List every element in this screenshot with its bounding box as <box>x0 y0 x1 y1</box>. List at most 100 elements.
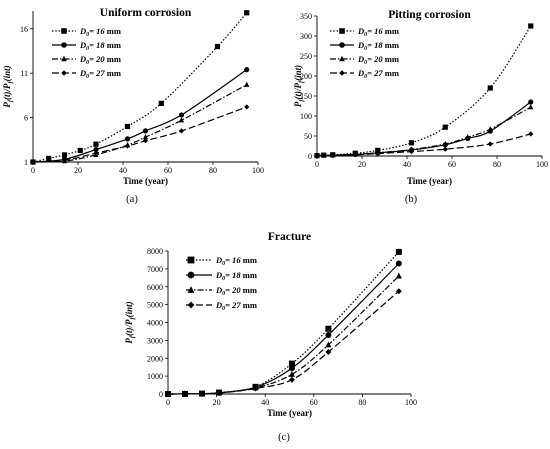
chart-title: Uniform corrosion <box>100 7 192 19</box>
data-point <box>395 248 402 255</box>
y-axis-label: Pf(t)/Pf(int) <box>124 301 136 343</box>
y-tick-label: 4000 <box>147 319 163 328</box>
y-tick-label: 0 <box>159 390 163 399</box>
x-tick-label: 100 <box>252 166 264 175</box>
legend-label-3: D0= 27 mm <box>357 68 399 80</box>
x-tick-label: 0 <box>166 398 170 407</box>
legend-label-2: D0= 20 mm <box>357 54 399 66</box>
y-tick-label: 11 <box>20 69 28 78</box>
y-tick-label: 3000 <box>147 336 163 345</box>
series-line <box>316 133 531 157</box>
x-tick-label: 40 <box>403 160 411 169</box>
data-point <box>352 152 358 158</box>
data-point <box>395 288 402 295</box>
data-point <box>487 126 493 132</box>
data-point <box>325 332 332 339</box>
data-point <box>442 146 448 152</box>
y-tick-label: 300 <box>300 32 312 41</box>
data-point <box>61 157 68 163</box>
data-point <box>124 123 131 130</box>
data-point <box>142 138 149 144</box>
legend-marker <box>339 55 345 62</box>
data-point <box>288 370 295 377</box>
data-point <box>325 348 332 355</box>
y-tick-label: 6000 <box>147 283 163 292</box>
series-line <box>167 251 400 395</box>
data-point <box>30 159 36 165</box>
x-tick-label: 0 <box>31 166 35 175</box>
data-point <box>142 134 149 140</box>
x-tick-label: 20 <box>213 398 221 407</box>
x-tick-label: 40 <box>119 166 127 175</box>
x-axis-label: Time (year) <box>123 176 168 186</box>
legend-label-0: D0= 16 mm <box>79 26 121 38</box>
series-line <box>167 275 400 395</box>
data-point <box>325 325 332 332</box>
y-tick-label: 2000 <box>147 354 163 363</box>
y-tick-label: 50 <box>304 132 312 141</box>
series-2: D0= 18 mm <box>314 40 534 159</box>
data-point <box>528 23 534 29</box>
series-line <box>32 12 248 163</box>
series-3: D0= 20 mm <box>30 54 250 165</box>
data-point <box>142 128 149 134</box>
data-point <box>325 341 332 348</box>
series-1: D0= 16 mm <box>30 10 250 165</box>
y-tick-label: 200 <box>300 72 312 81</box>
data-point <box>165 391 171 397</box>
y-tick-label: 16 <box>20 25 28 34</box>
data-point <box>408 140 415 146</box>
data-point <box>288 376 295 383</box>
data-point <box>124 143 131 149</box>
data-point <box>178 117 185 123</box>
data-point <box>244 104 250 110</box>
legend-marker <box>339 42 345 48</box>
legend-marker <box>61 55 67 62</box>
x-tick-label: 100 <box>405 398 417 407</box>
y-axis-label: Pf(t)/Pf(int) <box>2 65 14 107</box>
data-point <box>244 10 250 16</box>
data-point <box>93 150 99 156</box>
series-line <box>32 69 248 163</box>
series-line <box>167 263 400 395</box>
chart-title: Fracture <box>268 231 311 243</box>
x-tick-label: 80 <box>493 160 501 169</box>
data-point <box>330 152 336 158</box>
data-point <box>288 365 295 372</box>
data-point <box>178 128 185 134</box>
panel-caption: (c) <box>278 432 290 443</box>
data-point <box>465 134 471 140</box>
y-tick-label: 350 <box>300 12 312 21</box>
series-line <box>32 84 248 163</box>
series-1: D0= 16 mm <box>314 23 534 159</box>
data-point <box>77 147 83 154</box>
data-point <box>178 112 185 118</box>
data-point <box>442 124 448 130</box>
y-tick-label: 8000 <box>147 247 163 256</box>
legend-label-1: D0= 18 mm <box>215 270 257 282</box>
series-4: D0= 27 mm <box>30 68 250 165</box>
data-point <box>528 131 534 137</box>
legend-marker <box>61 28 67 34</box>
legend-marker <box>339 28 345 34</box>
x-tick-label: 80 <box>209 166 217 175</box>
x-tick-label: 80 <box>358 398 366 407</box>
legend-marker <box>61 70 67 76</box>
data-point <box>487 85 493 91</box>
data-point <box>288 360 295 367</box>
data-point <box>487 141 493 147</box>
data-point <box>93 141 99 147</box>
x-tick-label: 0 <box>315 160 319 169</box>
legend-marker <box>187 256 195 264</box>
x-tick-label: 20 <box>358 160 366 169</box>
y-tick-label: 100 <box>300 112 312 121</box>
y-tick-label: 0 <box>308 152 312 161</box>
data-point <box>528 99 534 105</box>
data-point <box>244 81 250 87</box>
y-tick-label: 7000 <box>147 265 163 274</box>
chart-title: Pitting corrosion <box>388 9 471 21</box>
series-4: D0= 27 mm <box>165 288 402 397</box>
legend-label-2: D0= 20 mm <box>79 54 121 66</box>
legend-marker <box>339 70 345 76</box>
